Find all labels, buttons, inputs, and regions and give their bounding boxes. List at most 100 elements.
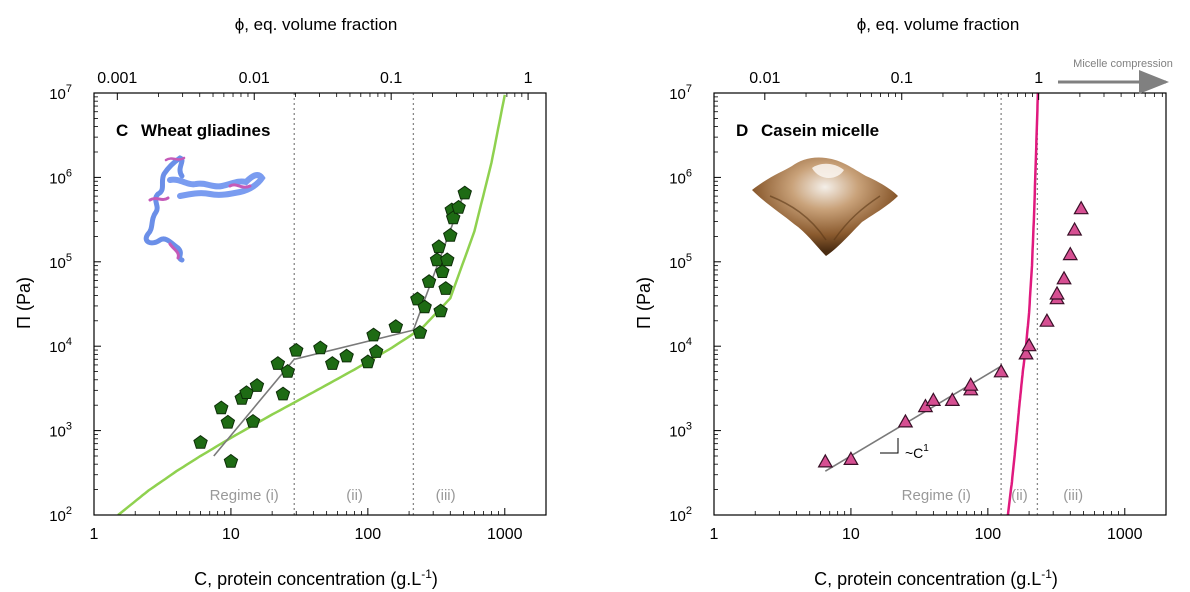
panel-c-top-tick-label: 0.1 [380, 70, 402, 87]
panel-d: ϕ, eq. volume fraction Regime (i) (ii) (ii… [634, 15, 1173, 589]
panel-d-data-point [944, 392, 961, 406]
panel-d-x-tick-label: 100 [975, 526, 1002, 543]
panel-d-data-point [1066, 221, 1083, 236]
panel-d-data-point [1056, 270, 1072, 285]
panel-c-x-tick-label: 1000 [487, 526, 523, 543]
panel-c-model-curve [117, 94, 507, 515]
panel-d-data-point [897, 413, 914, 428]
panel-c-data-point [289, 342, 304, 357]
panel-d-regime-label: Regime (i) [902, 487, 971, 504]
panel-c-data-point [445, 210, 461, 225]
panel-d-x-axis-label: C, protein concentration (g.L-1) [814, 567, 1058, 589]
panel-c-regime-label: (iii) [436, 487, 456, 504]
panel-d-y-tick-label: 106 [669, 167, 692, 187]
panel-d-y-tick-label: 102 [669, 505, 692, 525]
micelle-compression-label: Micelle compression [1073, 58, 1173, 70]
panel-c: ϕ, eq. volume fraction Regime (i) (ii) (ii… [14, 15, 547, 589]
panel-c-regime-lines: Regime (i) (ii) (iii) [210, 93, 456, 515]
panel-d-data-point [993, 363, 1009, 378]
panel-d-model-curve-line [1006, 93, 1040, 515]
panel-d-x-tick-label: 1 [710, 526, 719, 543]
panel-c-data-point [417, 299, 432, 314]
panel-d-y-tick-label: 103 [669, 421, 692, 441]
panel-c-data-point [421, 274, 437, 288]
panel-c-data-point [325, 356, 340, 370]
panel-c-regime-label: Regime (i) [210, 487, 279, 504]
panel-d-data-point [1049, 285, 1065, 300]
panel-d-ticks: 1 10 100 1000 102 103 104 105 106 107 0.01 0.1 1 [669, 70, 1167, 543]
panel-c-label: C Wheat gliadines [116, 121, 270, 140]
panel-d-y-tick-label: 107 [669, 83, 692, 103]
panel-d-data-point [1021, 337, 1037, 352]
panel-c-y-tick-label: 105 [49, 252, 72, 272]
panel-d-data-point [1062, 246, 1079, 261]
panel-c-plot-frame [93, 92, 547, 516]
panel-d-plot-frame [713, 92, 1167, 516]
panel-c-top-tick-label: 1 [524, 70, 533, 87]
panel-c-y-tick-label: 104 [49, 336, 72, 356]
panel-c-data-point [220, 414, 236, 429]
panel-c-data-point [249, 378, 265, 392]
panel-d-data-point [817, 453, 834, 468]
panel-c-x-tick-label: 100 [355, 526, 382, 543]
panel-d-x-tick-label: 1000 [1107, 526, 1143, 543]
panel-c-data-point [440, 252, 455, 267]
panel-c-model-curve-line [117, 94, 507, 515]
panel-c-data-point [245, 413, 261, 428]
panel-d-y-tick-label: 104 [669, 336, 692, 356]
panel-c-axes [93, 92, 547, 516]
slope-label: ~C1 [905, 443, 929, 461]
panel-c-data-point [193, 434, 208, 449]
panel-c-data-point [438, 281, 453, 295]
panel-d-regime-label: (ii) [1011, 487, 1028, 504]
panel-d-x-tick-label: 10 [842, 526, 860, 543]
panel-c-y-tick-label: 107 [49, 83, 72, 103]
panel-c-data-point [360, 354, 376, 369]
panel-c-data-point [368, 344, 384, 358]
panel-c-data-point [451, 199, 466, 214]
panel-d-data-point [1018, 345, 1034, 360]
panel-c-data-point [435, 264, 450, 278]
panel-c-data-point [388, 319, 404, 333]
panel-d-data-point [925, 392, 942, 406]
panel-c-y-tick-label: 106 [49, 167, 72, 187]
panel-c-top-tick-label: 0.01 [239, 70, 270, 87]
panel-d-top-tick-label: 0.01 [749, 70, 780, 87]
gliadin-protein-illustration [143, 155, 266, 263]
slope-annotation: ~C1 [880, 438, 929, 461]
panel-d-data-point [962, 377, 979, 391]
panel-c-regime-label: (ii) [346, 487, 363, 504]
panel-d-regime-label: (iii) [1063, 487, 1083, 504]
panel-d-top-tick-label: 0.1 [891, 70, 913, 87]
panel-d-model-curve [1006, 93, 1040, 515]
panel-c-x-axis-label: C, protein concentration (g.L-1) [194, 567, 438, 589]
panel-c-data-point [214, 400, 229, 415]
panel-c-x-tick-label: 1 [90, 526, 99, 543]
panel-c-data-point [433, 303, 448, 318]
panel-c-y-axis-label: Π (Pa) [14, 277, 34, 329]
panel-c-data-point [223, 453, 239, 468]
panel-d-data-points [817, 200, 1089, 468]
panel-c-top-axis-label: ϕ, eq. volume fraction [235, 15, 398, 34]
panel-d-top-tick-label: 1 [1034, 70, 1043, 87]
panel-c-x-tick-label: 10 [222, 526, 240, 543]
panel-c-ticks: 1 10 100 1000 102 103 104 105 106 107 0.001 0.01 0.1… [49, 70, 547, 543]
panel-c-data-point [366, 327, 381, 342]
panel-c-data-point [280, 363, 295, 378]
panel-d-data-point [1073, 200, 1089, 215]
panel-c-data-point [275, 386, 291, 401]
panel-d-axes [713, 92, 1167, 516]
panel-c-data-point [339, 348, 354, 363]
panel-d-data-point [1039, 312, 1055, 327]
panel-d-top-axis-label: ϕ, eq. volume fraction [857, 15, 1020, 34]
panel-c-top-tick-label: 0.001 [97, 70, 137, 87]
panel-c-data-point [410, 291, 425, 306]
panel-c-data-points [193, 185, 472, 468]
panel-c-data-point [412, 324, 428, 339]
casein-micelle-illustration [752, 157, 898, 256]
panel-c-data-point [313, 340, 328, 355]
panel-d-label: D Casein micelle [736, 121, 879, 140]
panel-d-regime-lines: Regime (i) (ii) (iii) [902, 93, 1083, 515]
panel-c-y-tick-label: 102 [49, 505, 72, 525]
